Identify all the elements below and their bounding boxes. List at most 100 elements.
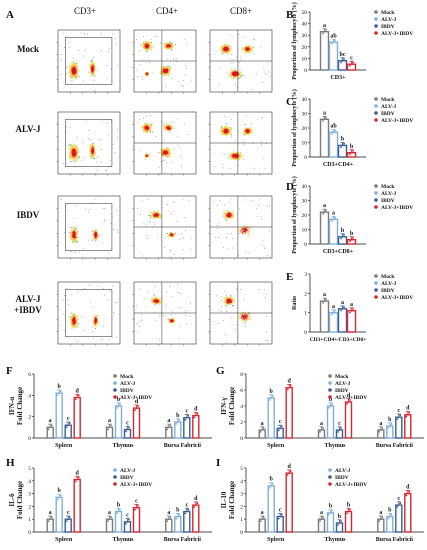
flow-event xyxy=(91,152,93,153)
flow-event xyxy=(94,146,95,148)
flow-event xyxy=(171,44,172,46)
flow-event xyxy=(252,38,254,40)
flow-event xyxy=(224,48,226,50)
flow-event xyxy=(117,137,118,139)
flow-event xyxy=(74,63,76,65)
flow-event xyxy=(225,50,227,52)
flow-event xyxy=(76,151,78,153)
flow-event xyxy=(71,67,73,69)
flow-event xyxy=(92,150,94,152)
flow-event xyxy=(90,66,92,67)
flow-event xyxy=(222,46,224,47)
flow-event xyxy=(94,70,95,72)
flow-event xyxy=(76,77,77,79)
flow-event xyxy=(167,70,169,72)
flow-event xyxy=(165,68,167,70)
flow-event xyxy=(90,147,92,149)
flow-event xyxy=(237,73,238,74)
flow-event xyxy=(234,75,235,77)
flow-event xyxy=(170,44,171,46)
flow-event xyxy=(232,73,234,75)
flow-event xyxy=(245,48,246,50)
flow-event xyxy=(230,58,231,60)
flow-event xyxy=(69,155,71,156)
flow-event xyxy=(73,147,74,149)
flow-event xyxy=(227,44,229,46)
flow-event xyxy=(228,48,230,50)
flow-event xyxy=(93,75,94,77)
panel-letter-h: H xyxy=(6,457,15,469)
flow-event xyxy=(160,71,162,73)
flow-event xyxy=(233,74,235,76)
flow-event xyxy=(168,48,170,49)
flow-event xyxy=(241,75,242,76)
flow-event xyxy=(83,55,84,57)
flow-event xyxy=(72,76,74,77)
flow-event xyxy=(147,41,148,43)
flow-event xyxy=(150,46,152,47)
flow-event xyxy=(240,74,242,76)
flow-event xyxy=(224,45,225,47)
flow-event xyxy=(93,149,95,151)
flow-event xyxy=(72,152,74,154)
flow-event xyxy=(70,151,72,153)
flow-event xyxy=(234,73,236,74)
flow-event xyxy=(154,36,156,38)
flow-event xyxy=(91,68,93,70)
flow-event xyxy=(94,73,95,75)
flow-event xyxy=(71,68,73,70)
flow-event xyxy=(91,152,93,154)
flow-event xyxy=(186,68,187,70)
flow-event xyxy=(167,71,169,73)
flow-event xyxy=(93,65,95,67)
flow-event xyxy=(221,53,223,55)
flow-event xyxy=(74,61,76,62)
flow-event xyxy=(245,50,247,52)
flow-event xyxy=(163,65,165,67)
flow-event xyxy=(74,77,76,79)
flow-event xyxy=(165,73,167,75)
flow-event xyxy=(94,152,96,154)
flow-event xyxy=(164,72,166,74)
flow-event xyxy=(85,49,86,51)
flow-plot xyxy=(56,29,121,94)
flow-event xyxy=(225,49,227,51)
flow-event xyxy=(74,62,76,64)
flow-event xyxy=(71,157,72,159)
flow-event xyxy=(163,68,165,70)
flow-event xyxy=(90,153,92,155)
flow-event xyxy=(70,63,72,65)
flow-event xyxy=(243,49,244,51)
flow-event xyxy=(172,45,173,47)
flow-event xyxy=(240,76,241,77)
flow-event xyxy=(145,48,146,50)
flow-event xyxy=(247,49,248,50)
flow-event xyxy=(224,44,226,46)
flow-event xyxy=(238,72,240,74)
flow-event xyxy=(75,68,77,70)
flow-event xyxy=(224,45,226,47)
flow-event xyxy=(73,70,75,72)
flow-event xyxy=(73,65,75,67)
flow-event xyxy=(73,154,75,156)
flow-event xyxy=(253,53,255,55)
flow-event xyxy=(232,70,234,71)
flow-event xyxy=(72,70,73,72)
flow-event xyxy=(77,73,79,75)
flow-event xyxy=(92,148,94,150)
flow-event xyxy=(73,157,75,159)
flow-event xyxy=(76,72,77,73)
flow-event xyxy=(247,49,249,51)
flow-event xyxy=(70,150,71,152)
flow-event xyxy=(92,75,93,77)
flow-event xyxy=(235,70,237,72)
flow-event xyxy=(90,144,92,146)
flow-event xyxy=(70,144,72,146)
flow-event xyxy=(165,86,166,87)
flow-event xyxy=(167,74,168,75)
flow-event xyxy=(147,46,149,47)
flow-event xyxy=(254,39,255,40)
flow-event xyxy=(69,74,71,76)
flow-event xyxy=(145,44,146,46)
flow-event xyxy=(233,59,234,60)
